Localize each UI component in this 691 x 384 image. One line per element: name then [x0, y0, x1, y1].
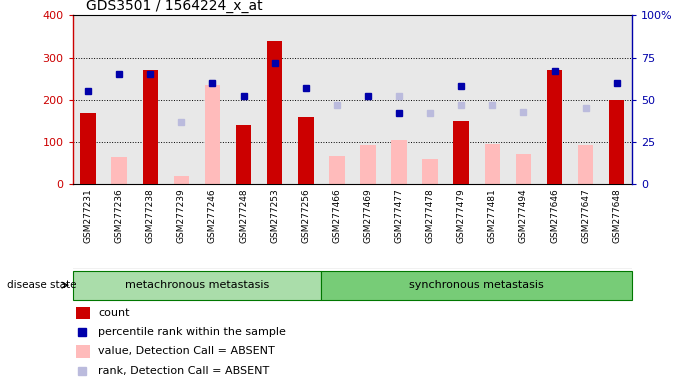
Bar: [515, 154, 531, 184]
Text: metachronous metastasis: metachronous metastasis: [125, 280, 269, 290]
Text: GSM277246: GSM277246: [208, 189, 217, 243]
Bar: [111, 157, 127, 184]
Text: GSM277248: GSM277248: [239, 189, 248, 243]
Text: GSM277479: GSM277479: [457, 189, 466, 243]
Text: GSM277646: GSM277646: [550, 189, 559, 243]
Text: GSM277231: GSM277231: [84, 189, 93, 243]
Text: rank, Detection Call = ABSENT: rank, Detection Call = ABSENT: [98, 366, 269, 376]
Text: GSM277494: GSM277494: [519, 189, 528, 243]
Text: GSM277238: GSM277238: [146, 189, 155, 243]
Bar: [80, 113, 96, 184]
FancyBboxPatch shape: [321, 271, 632, 300]
Text: GSM277469: GSM277469: [363, 189, 372, 243]
Text: GSM277236: GSM277236: [115, 189, 124, 243]
Text: GSM277647: GSM277647: [581, 189, 590, 243]
Bar: [360, 146, 376, 184]
Text: GSM277478: GSM277478: [426, 189, 435, 243]
Bar: [267, 41, 283, 184]
Bar: [77, 307, 91, 319]
Bar: [205, 85, 220, 184]
Bar: [298, 129, 314, 184]
Bar: [547, 70, 562, 184]
Text: GSM277481: GSM277481: [488, 189, 497, 243]
Text: disease state: disease state: [7, 280, 77, 290]
Text: GSM277239: GSM277239: [177, 189, 186, 243]
Text: synchronous metastasis: synchronous metastasis: [409, 280, 545, 290]
Bar: [329, 156, 345, 184]
Bar: [453, 121, 469, 184]
Text: count: count: [98, 308, 129, 318]
Bar: [298, 117, 314, 184]
Bar: [422, 159, 438, 184]
Text: GSM277466: GSM277466: [332, 189, 341, 243]
Text: GSM277477: GSM277477: [395, 189, 404, 243]
Bar: [484, 144, 500, 184]
Bar: [391, 140, 407, 184]
Text: GSM277253: GSM277253: [270, 189, 279, 243]
Text: GSM277648: GSM277648: [612, 189, 621, 243]
Text: GSM277256: GSM277256: [301, 189, 310, 243]
Text: value, Detection Call = ABSENT: value, Detection Call = ABSENT: [98, 346, 275, 356]
Bar: [142, 70, 158, 184]
Bar: [236, 125, 252, 184]
Bar: [173, 176, 189, 184]
Bar: [609, 100, 625, 184]
Bar: [77, 345, 91, 358]
Text: percentile rank within the sample: percentile rank within the sample: [98, 327, 286, 337]
Bar: [578, 146, 594, 184]
FancyBboxPatch shape: [73, 271, 321, 300]
Text: GDS3501 / 1564224_x_at: GDS3501 / 1564224_x_at: [86, 0, 263, 13]
